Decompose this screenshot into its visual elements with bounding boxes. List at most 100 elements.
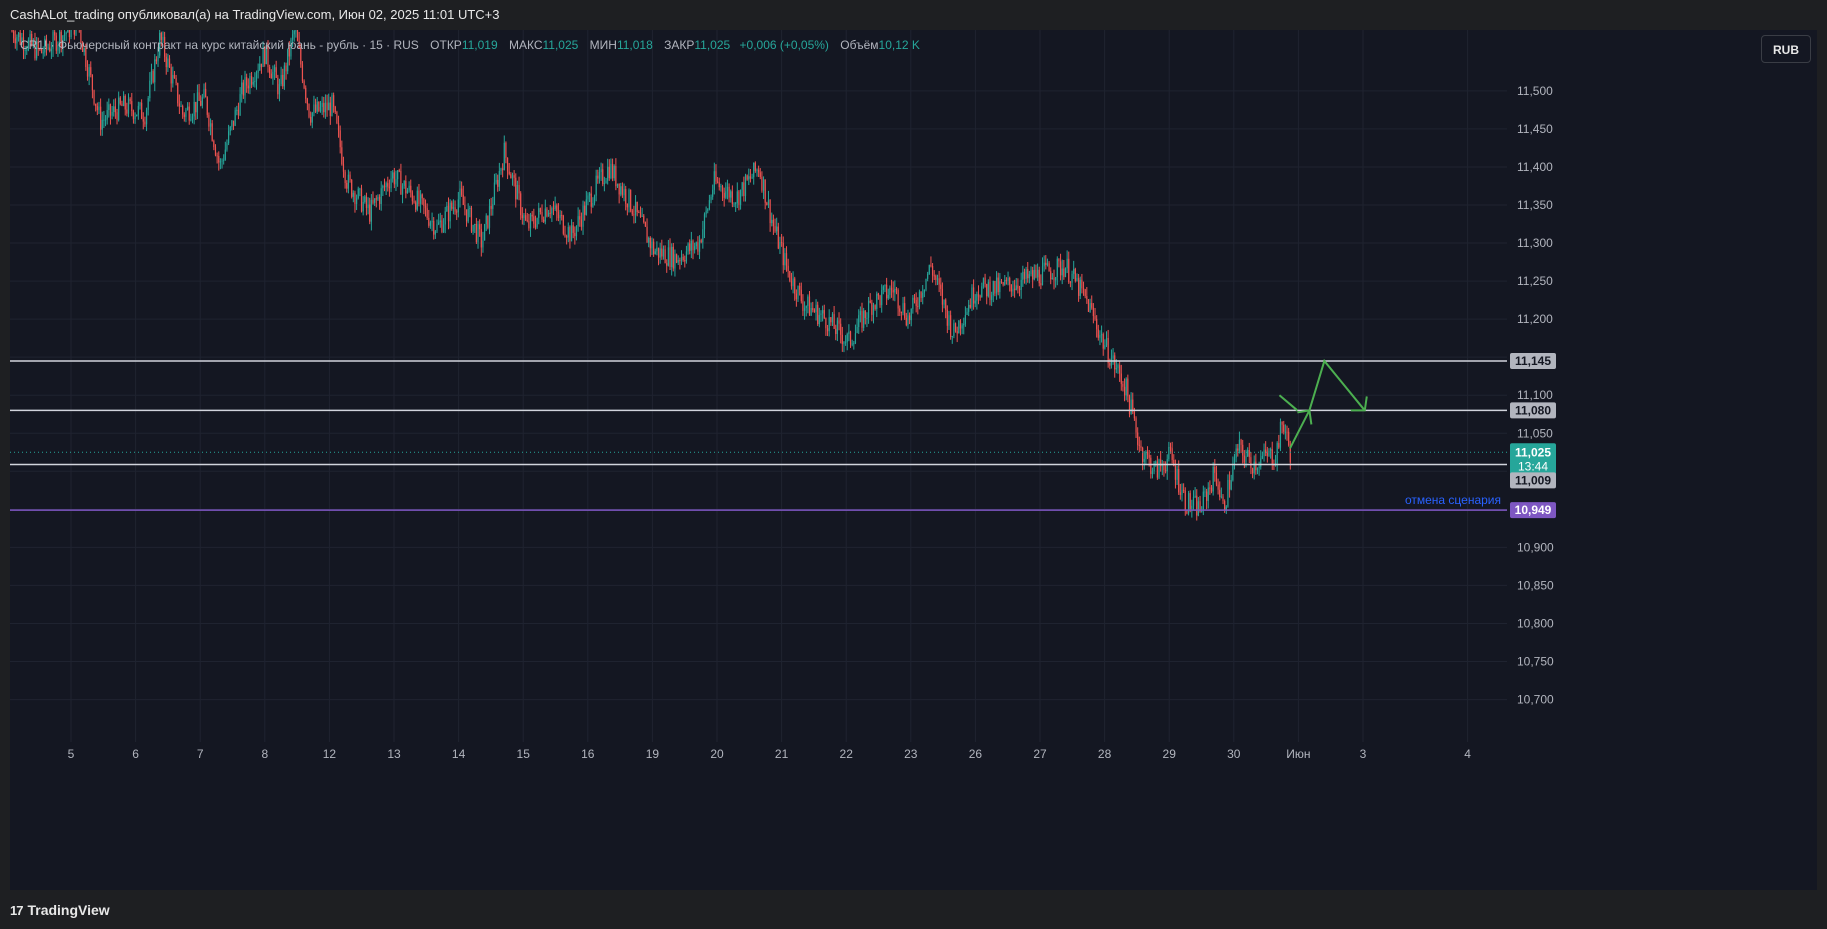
candle-body — [144, 121, 146, 125]
candle-body — [912, 297, 914, 309]
candle-body — [861, 311, 863, 328]
candle-body — [915, 299, 917, 307]
currency-button[interactable]: RUB — [1761, 35, 1811, 63]
publication-header: CashALot_trading опубликовал(а) на Tradi… — [0, 0, 1827, 30]
candle-body — [267, 45, 269, 68]
candle-body — [428, 217, 430, 226]
candle-body — [436, 224, 438, 232]
candle-body — [237, 109, 240, 116]
candle-body — [1105, 338, 1108, 346]
candle-body — [566, 236, 568, 238]
candle-body — [521, 215, 523, 219]
chart-area[interactable]: 11,500 11,450 11,400 11,350 11,300 11,250 11,2… — [10, 30, 1817, 890]
time-tick-label: 16 — [581, 747, 595, 761]
candle-body — [1123, 386, 1126, 396]
candle-body — [994, 281, 996, 294]
candle-body — [439, 220, 441, 223]
candle-body — [185, 109, 187, 117]
time-tick-label: 26 — [969, 747, 983, 761]
candlestick-chart[interactable]: 11,500 11,450 11,400 11,350 11,300 11,250 11,2… — [10, 30, 1817, 890]
candle-body — [1233, 457, 1236, 466]
candle-body — [124, 95, 126, 110]
candle-body — [1120, 373, 1122, 384]
candle-body — [721, 186, 724, 193]
candle-body — [526, 220, 528, 222]
candle-body — [298, 41, 300, 48]
candle-body — [180, 106, 182, 108]
candle-body — [674, 254, 676, 269]
candle-body — [1014, 288, 1016, 290]
candle-body — [1056, 258, 1058, 278]
candle-body — [172, 75, 174, 84]
candle-body — [886, 284, 888, 299]
candle-body — [80, 30, 82, 43]
candle-body — [920, 291, 922, 298]
candle-body — [372, 199, 374, 203]
candle-body — [782, 243, 784, 266]
candle-body — [490, 205, 492, 209]
candle-body — [669, 247, 671, 267]
candle-body — [510, 173, 512, 179]
candle-body — [728, 186, 730, 198]
candle-body — [826, 328, 829, 332]
candle-body — [447, 205, 450, 222]
candle-body — [32, 41, 34, 46]
candle-body — [890, 287, 893, 291]
candle-body — [90, 67, 92, 75]
candle-body — [191, 116, 194, 120]
candle-body — [303, 80, 305, 88]
candle-body — [602, 169, 604, 184]
symbol-description[interactable]: CR1! · Фьючерсный контракт на курс китай… — [20, 38, 419, 52]
candle-body — [777, 226, 779, 249]
candle-body — [940, 284, 942, 289]
candle-body — [995, 277, 998, 294]
candle-body — [397, 170, 399, 180]
candle-body — [1040, 283, 1042, 286]
candle-body — [1140, 445, 1142, 448]
candle-body — [805, 306, 807, 309]
candle-body — [498, 171, 500, 187]
candle-body — [370, 199, 372, 222]
candle-body — [544, 208, 546, 222]
candle-body — [600, 169, 602, 173]
candle-body — [508, 171, 510, 174]
candle-body — [1130, 399, 1132, 415]
candle-body — [378, 196, 381, 204]
candle-body — [1260, 458, 1262, 467]
candle-body — [159, 32, 161, 56]
candle-body — [902, 303, 904, 314]
time-tick-label: 12 — [323, 747, 337, 761]
candle-body — [1069, 282, 1072, 284]
candle-body — [1058, 258, 1060, 262]
candle-body — [314, 104, 317, 112]
time-tick-label: 22 — [840, 747, 854, 761]
time-tick-label: 4 — [1464, 747, 1471, 761]
candle-body — [744, 175, 747, 196]
candle-body — [1107, 338, 1109, 364]
candle-body — [108, 104, 110, 111]
candle-body — [712, 189, 714, 197]
candle-body — [858, 315, 860, 328]
candle-body — [429, 222, 432, 226]
candle-body — [483, 224, 486, 241]
candle-body — [820, 313, 822, 315]
candle-body — [518, 184, 520, 194]
candle-body — [27, 39, 30, 50]
candle-body — [656, 247, 658, 252]
candle-body — [610, 163, 612, 179]
candle-body — [1104, 345, 1106, 349]
candle-body — [246, 77, 248, 86]
time-tick-label: 29 — [1163, 747, 1177, 761]
time-tick-label: 15 — [517, 747, 531, 761]
candle-body — [357, 188, 359, 199]
candle-body — [702, 229, 704, 243]
tradingview-logo[interactable]: 17 TradingView — [10, 902, 110, 918]
candle-body — [595, 175, 597, 196]
candle-body — [943, 299, 945, 305]
candle-body — [958, 320, 960, 334]
candle-body — [269, 67, 271, 74]
candle-body — [639, 212, 642, 217]
volume-label: Объём — [840, 38, 879, 52]
candle-body — [1273, 464, 1275, 466]
candle-body — [511, 175, 514, 179]
